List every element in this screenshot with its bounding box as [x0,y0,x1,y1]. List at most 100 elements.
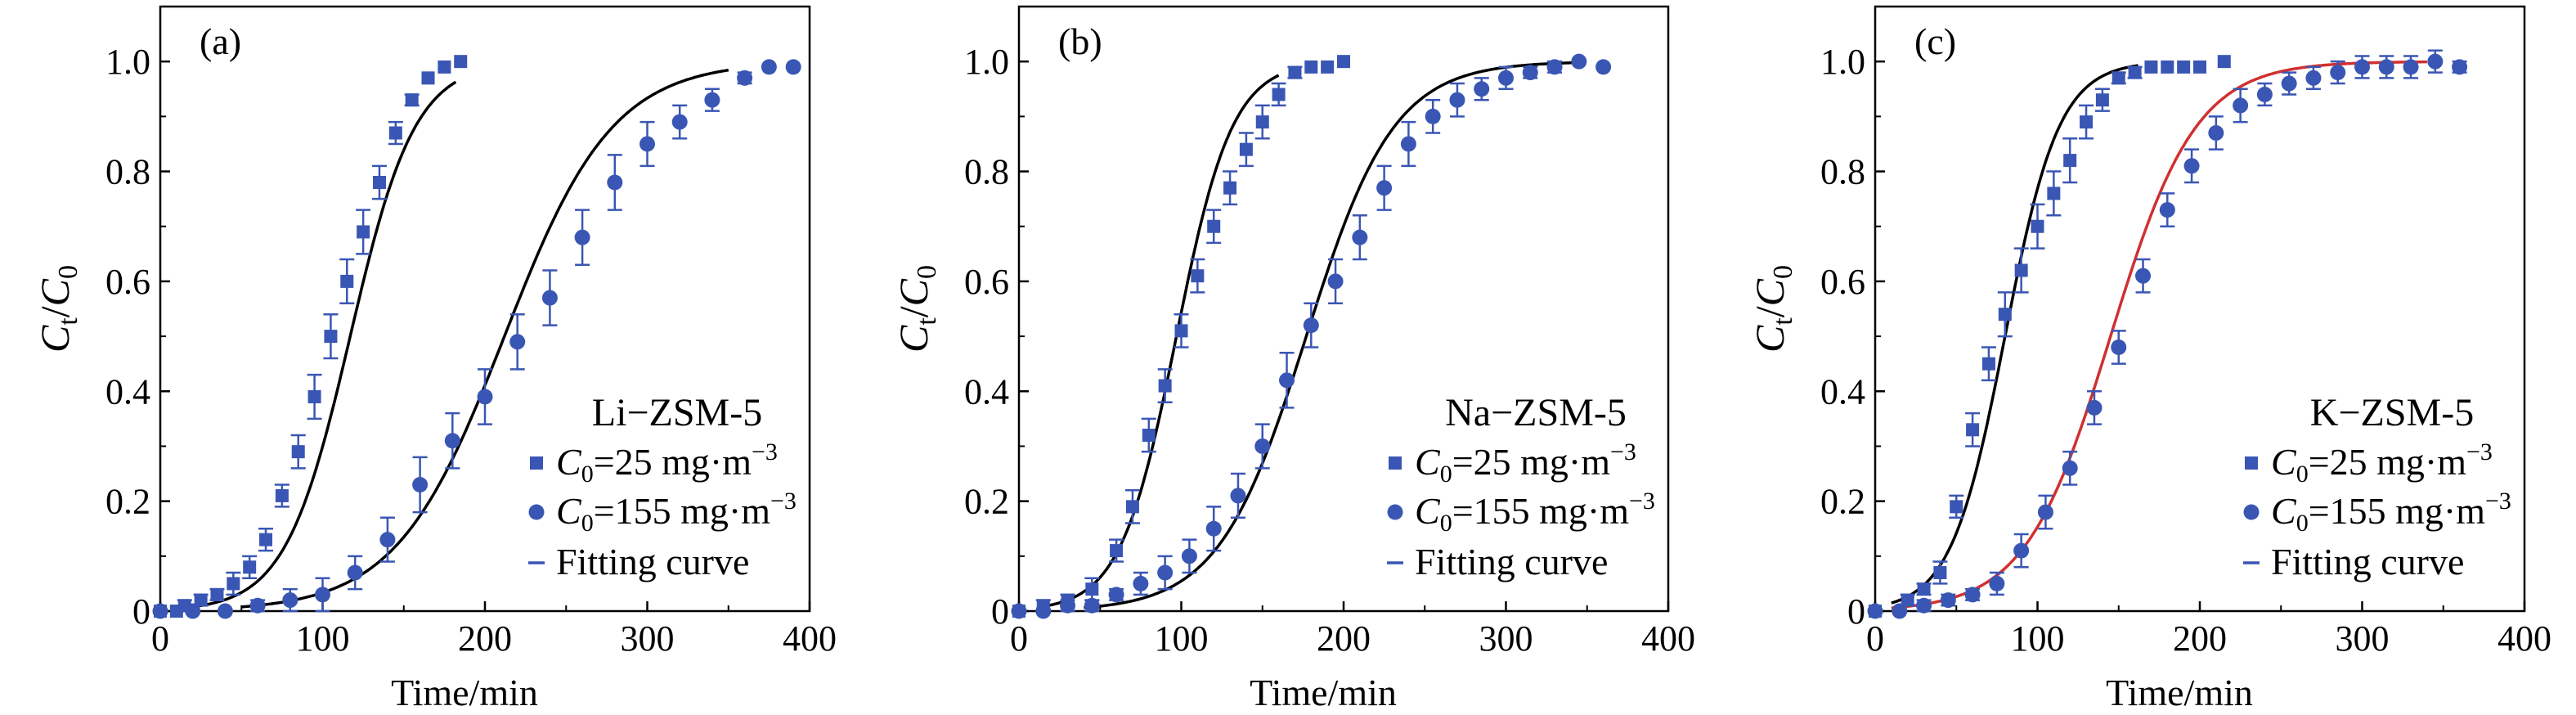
series-2 [1011,53,1612,619]
legend-fit-label: Fitting curve [1415,541,1608,582]
y-tick-label: 1.0 [1820,42,1865,82]
data-point-circle [1254,438,1271,454]
y-axis-label: Ct/C0 [32,265,83,353]
data-point-circle [574,229,590,245]
legend-label-2: C0=155 mg·m−3 [1415,488,1655,537]
data-point-square [2095,93,2109,107]
series-1 [1869,55,2231,618]
data-point-circle [444,433,460,449]
data-point-circle [509,334,526,350]
y-label-slash: / [32,306,78,317]
data-point-circle [1035,603,1052,619]
data-point-circle [1964,587,1981,603]
data-point-circle [785,59,801,75]
y-label-c0: C [32,278,78,306]
data-point-square [1998,308,2012,322]
data-point-circle [185,603,201,619]
data-point-square [1085,582,1099,596]
legend-sub: 0 [1440,510,1452,537]
data-point-square [1981,357,1995,371]
y-tick-label: 0.8 [105,152,150,192]
legend-sup: −3 [2485,488,2511,515]
data-point-square [194,593,208,607]
data-point-square [2217,55,2231,69]
y-tick-label: 0 [132,591,150,632]
data-point-square [438,60,451,74]
y-label-c0: C [1747,278,1793,306]
data-point-circle [477,389,493,405]
data-point-square [1191,269,1205,283]
legend-label-2: C0=155 mg·m−3 [556,488,797,537]
data-point-square [1223,181,1237,195]
legend-sub: 0 [2296,461,2309,488]
legend-marker-circle [2243,504,2260,520]
data-point-circle [2183,158,2200,174]
panel-label: (a) [200,20,241,62]
data-point-circle [1522,65,1538,81]
y-tick-label: 0.6 [964,262,1009,302]
x-tick-label: 0 [1866,618,1884,659]
data-point-square [259,533,273,546]
data-point-circle [640,136,655,152]
data-point-circle [1352,229,1368,245]
legend-fit-label: Fitting curve [556,541,749,582]
data-point-circle [2013,542,2030,559]
data-point-square [275,488,289,502]
y-label-sub0: 0 [1768,265,1798,279]
y-tick-label: 0.6 [1820,262,1865,302]
data-point-circle [1498,70,1514,86]
data-point-square [357,225,370,239]
y-label-sub: t [912,317,942,326]
data-point-square [1321,60,1335,74]
legend-sub: 0 [581,510,594,537]
y-tick-label: 0.4 [1820,371,1865,411]
legend-value: =155 mg·m [594,490,771,532]
data-point-circle [2427,53,2444,70]
y-label-slash: / [891,306,936,317]
legend-value: =25 mg·m [594,441,752,483]
data-point-circle [315,587,330,603]
data-point-circle [1327,273,1344,290]
data-point-circle [2281,75,2297,92]
data-point-square [2128,65,2142,79]
y-tick-label: 0 [1847,591,1865,632]
legend-value: =155 mg·m [1452,490,1630,532]
x-tick-label: 200 [2173,618,2227,659]
legend-title: Li−ZSM-5 [592,391,762,434]
legend-marker-square [1389,456,1402,470]
data-point-square [2080,115,2094,129]
data-point-square [1917,582,1931,596]
legend-sub: 0 [2296,510,2309,537]
legend-label-1: C0=25 mg·m−3 [556,438,778,488]
x-tick-label: 300 [621,618,675,659]
data-point-square [421,71,435,85]
x-tick-label: 400 [783,618,837,659]
legend-title: Na−ZSM-5 [1445,391,1627,434]
chart-panel-1: 0 100 200 300 400 0 0.2 0.4 0.6 0.8 1.0 Time/min Ct/… [32,5,837,713]
data-point-circle [2135,268,2152,284]
data-point-circle [1011,603,1027,619]
y-tick-label: 0.2 [105,482,150,522]
fitting-curve-1 [1043,74,1280,609]
data-point-circle [1546,59,1563,75]
data-point-circle [1474,81,1490,97]
data-point-square [340,274,354,288]
data-point-square [388,126,402,140]
x-tick-label: 0 [151,618,169,659]
data-point-circle [737,70,753,86]
fitting-curve-1 [192,80,457,609]
x-tick-label: 200 [1317,618,1371,659]
y-tick-label: 0.2 [1820,482,1865,522]
legend-c: C [2271,490,2297,532]
panel-label: (c) [1914,20,1956,62]
data-point-square [1337,55,1350,69]
data-point-circle [347,564,363,581]
legend-sup: −3 [2466,438,2493,465]
data-point-circle [249,597,266,614]
data-point-square [243,560,257,574]
fitting-curve-1 [1891,64,2138,605]
x-tick-label: 400 [1641,618,1695,659]
data-point-square [1950,500,1963,514]
data-point-square [2144,60,2158,74]
